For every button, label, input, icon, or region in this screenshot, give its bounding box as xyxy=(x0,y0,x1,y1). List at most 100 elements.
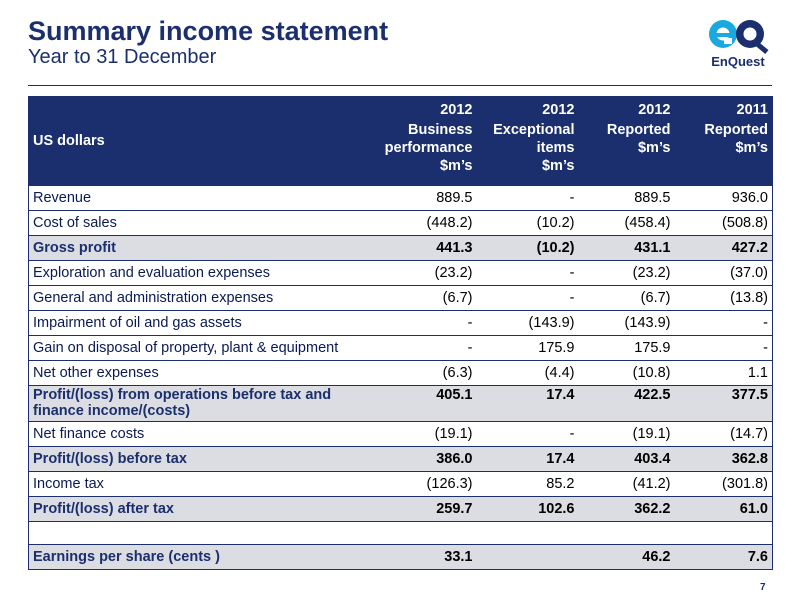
table-row: Net finance costs (19.1) - (19.1) (14.7) xyxy=(28,421,773,447)
row-label: Earnings per share (cents ) xyxy=(28,544,366,570)
row-label: Gain on disposal of property, plant & eq… xyxy=(28,335,366,361)
table-row: Gain on disposal of property, plant & eq… xyxy=(28,335,773,361)
column-caption: items xyxy=(536,140,575,156)
column-year: 2012 xyxy=(542,102,575,118)
row-value: 889.5 xyxy=(365,186,477,211)
row-value: 7.6 xyxy=(674,544,773,570)
row-value: 422.5 xyxy=(578,385,675,422)
row-value: (458.4) xyxy=(578,210,675,236)
column-caption: $m’s xyxy=(541,158,575,174)
row-value: - xyxy=(674,335,773,361)
column-caption: $m’s xyxy=(735,140,768,156)
row-value: (143.9) xyxy=(476,310,579,336)
table-row: General and administration expenses (6.7)… xyxy=(28,285,773,311)
column-header-label: US dollars xyxy=(28,96,366,186)
row-value: 431.1 xyxy=(578,235,675,261)
row-value: (6.3) xyxy=(365,360,477,386)
row-value: 61.0 xyxy=(674,496,773,522)
row-value: 1.1 xyxy=(674,360,773,386)
row-value: 377.5 xyxy=(674,385,773,422)
column-caption: Exceptional xyxy=(493,122,575,138)
column-header-reported-2011: 2011 Reported $m’s xyxy=(674,96,773,186)
table-row: Cost of sales (448.2) (10.2) (458.4) (508.8) xyxy=(28,210,773,236)
row-value: (6.7) xyxy=(578,285,675,311)
row-value: - xyxy=(365,310,477,336)
row-value: - xyxy=(365,335,477,361)
page-title: Summary income statement xyxy=(28,16,389,46)
label-header-text: US dollars xyxy=(33,133,105,149)
row-label: Profit/(loss) before tax xyxy=(28,446,366,472)
logo-wordmark: EnQuest xyxy=(711,54,765,69)
row-value: (13.8) xyxy=(674,285,773,311)
page-subtitle: Year to 31 December xyxy=(28,46,217,68)
row-value: 175.9 xyxy=(476,335,579,361)
row-value: 46.2 xyxy=(578,544,675,570)
row-label: Gross profit xyxy=(28,235,366,261)
row-value: 427.2 xyxy=(674,235,773,261)
row-label: Revenue xyxy=(28,186,366,211)
table-row: Profit/(loss) after tax 259.7 102.6 362.2 61… xyxy=(28,496,773,522)
table-header-row: US dollars 2012 Business performance $m’… xyxy=(28,96,773,186)
row-value: (4.4) xyxy=(476,360,579,386)
row-value: - xyxy=(674,310,773,336)
table-body: Revenue 889.5-889.5 936.0 Cost of sales (448… xyxy=(28,186,773,570)
table-row: Exploration and evaluation expenses (23.2… xyxy=(28,260,773,286)
row-value xyxy=(476,521,579,545)
income-statement-table: US dollars 2012 Business performance $m’… xyxy=(28,96,773,570)
row-label: Exploration and evaluation expenses xyxy=(28,260,366,286)
row-value xyxy=(674,521,773,545)
row-value: (41.2) xyxy=(578,471,675,497)
row-value: (23.2) xyxy=(365,260,477,286)
row-value: (143.9) xyxy=(578,310,675,336)
row-value: (508.8) xyxy=(674,210,773,236)
row-value xyxy=(578,521,675,545)
row-value: 936.0 xyxy=(674,186,773,211)
row-label: Net finance costs xyxy=(28,421,366,447)
row-value: 33.1 xyxy=(365,544,477,570)
table-row: Impairment of oil and gas assets - (143.9)… xyxy=(28,310,773,336)
page-number: 7 xyxy=(760,582,766,593)
row-value: (10.8) xyxy=(578,360,675,386)
spacer-row xyxy=(28,521,773,545)
row-value: 362.2 xyxy=(578,496,675,522)
row-value: (10.2) xyxy=(476,210,579,236)
row-value: 259.7 xyxy=(365,496,477,522)
table-row: Revenue 889.5-889.5 936.0 xyxy=(28,186,773,211)
column-caption: performance xyxy=(384,140,473,156)
column-caption: $m’s xyxy=(637,140,671,156)
row-value: (19.1) xyxy=(365,421,477,447)
row-value: 102.6 xyxy=(476,496,579,522)
row-value: 405.1 xyxy=(365,385,477,422)
row-value: (448.2) xyxy=(365,210,477,236)
row-value: (23.2) xyxy=(578,260,675,286)
row-value: - xyxy=(476,260,579,286)
row-value: 403.4 xyxy=(578,446,675,472)
row-value: 386.0 xyxy=(365,446,477,472)
column-header-business-performance: 2012 Business performance $m’s xyxy=(365,96,477,186)
row-value: 362.8 xyxy=(674,446,773,472)
table-row: Earnings per share (cents ) 33.1 46.2 7.6 xyxy=(28,544,773,570)
row-value xyxy=(476,544,579,570)
row-value: (6.7) xyxy=(365,285,477,311)
column-caption: $m’s xyxy=(439,158,473,174)
row-value: - xyxy=(476,186,579,211)
table-row: Gross profit 441.3 (10.2) 431.1 427.2 xyxy=(28,235,773,261)
column-caption: Reported xyxy=(606,122,671,138)
column-header-reported-2012: 2012 Reported $m’s xyxy=(578,96,675,186)
column-year: 2011 xyxy=(736,102,768,118)
row-value: - xyxy=(476,285,579,311)
table-row: Net other expenses (6.3) (4.4) (10.8) 1.1 xyxy=(28,360,773,386)
enquest-logo xyxy=(709,20,769,55)
row-value: 175.9 xyxy=(578,335,675,361)
row-value: 17.4 xyxy=(476,385,579,422)
row-value: 85.2 xyxy=(476,471,579,497)
header-divider xyxy=(28,85,772,86)
row-label: General and administration expenses xyxy=(28,285,366,311)
row-value: 441.3 xyxy=(365,235,477,261)
row-value: 889.5 xyxy=(578,186,675,211)
row-value: (19.1) xyxy=(578,421,675,447)
row-value: 17.4 xyxy=(476,446,579,472)
row-label: Profit/(loss) after tax xyxy=(28,496,366,522)
table-row: Income tax (126.3) 85.2 (41.2) (301.8) xyxy=(28,471,773,497)
row-value: (14.7) xyxy=(674,421,773,447)
